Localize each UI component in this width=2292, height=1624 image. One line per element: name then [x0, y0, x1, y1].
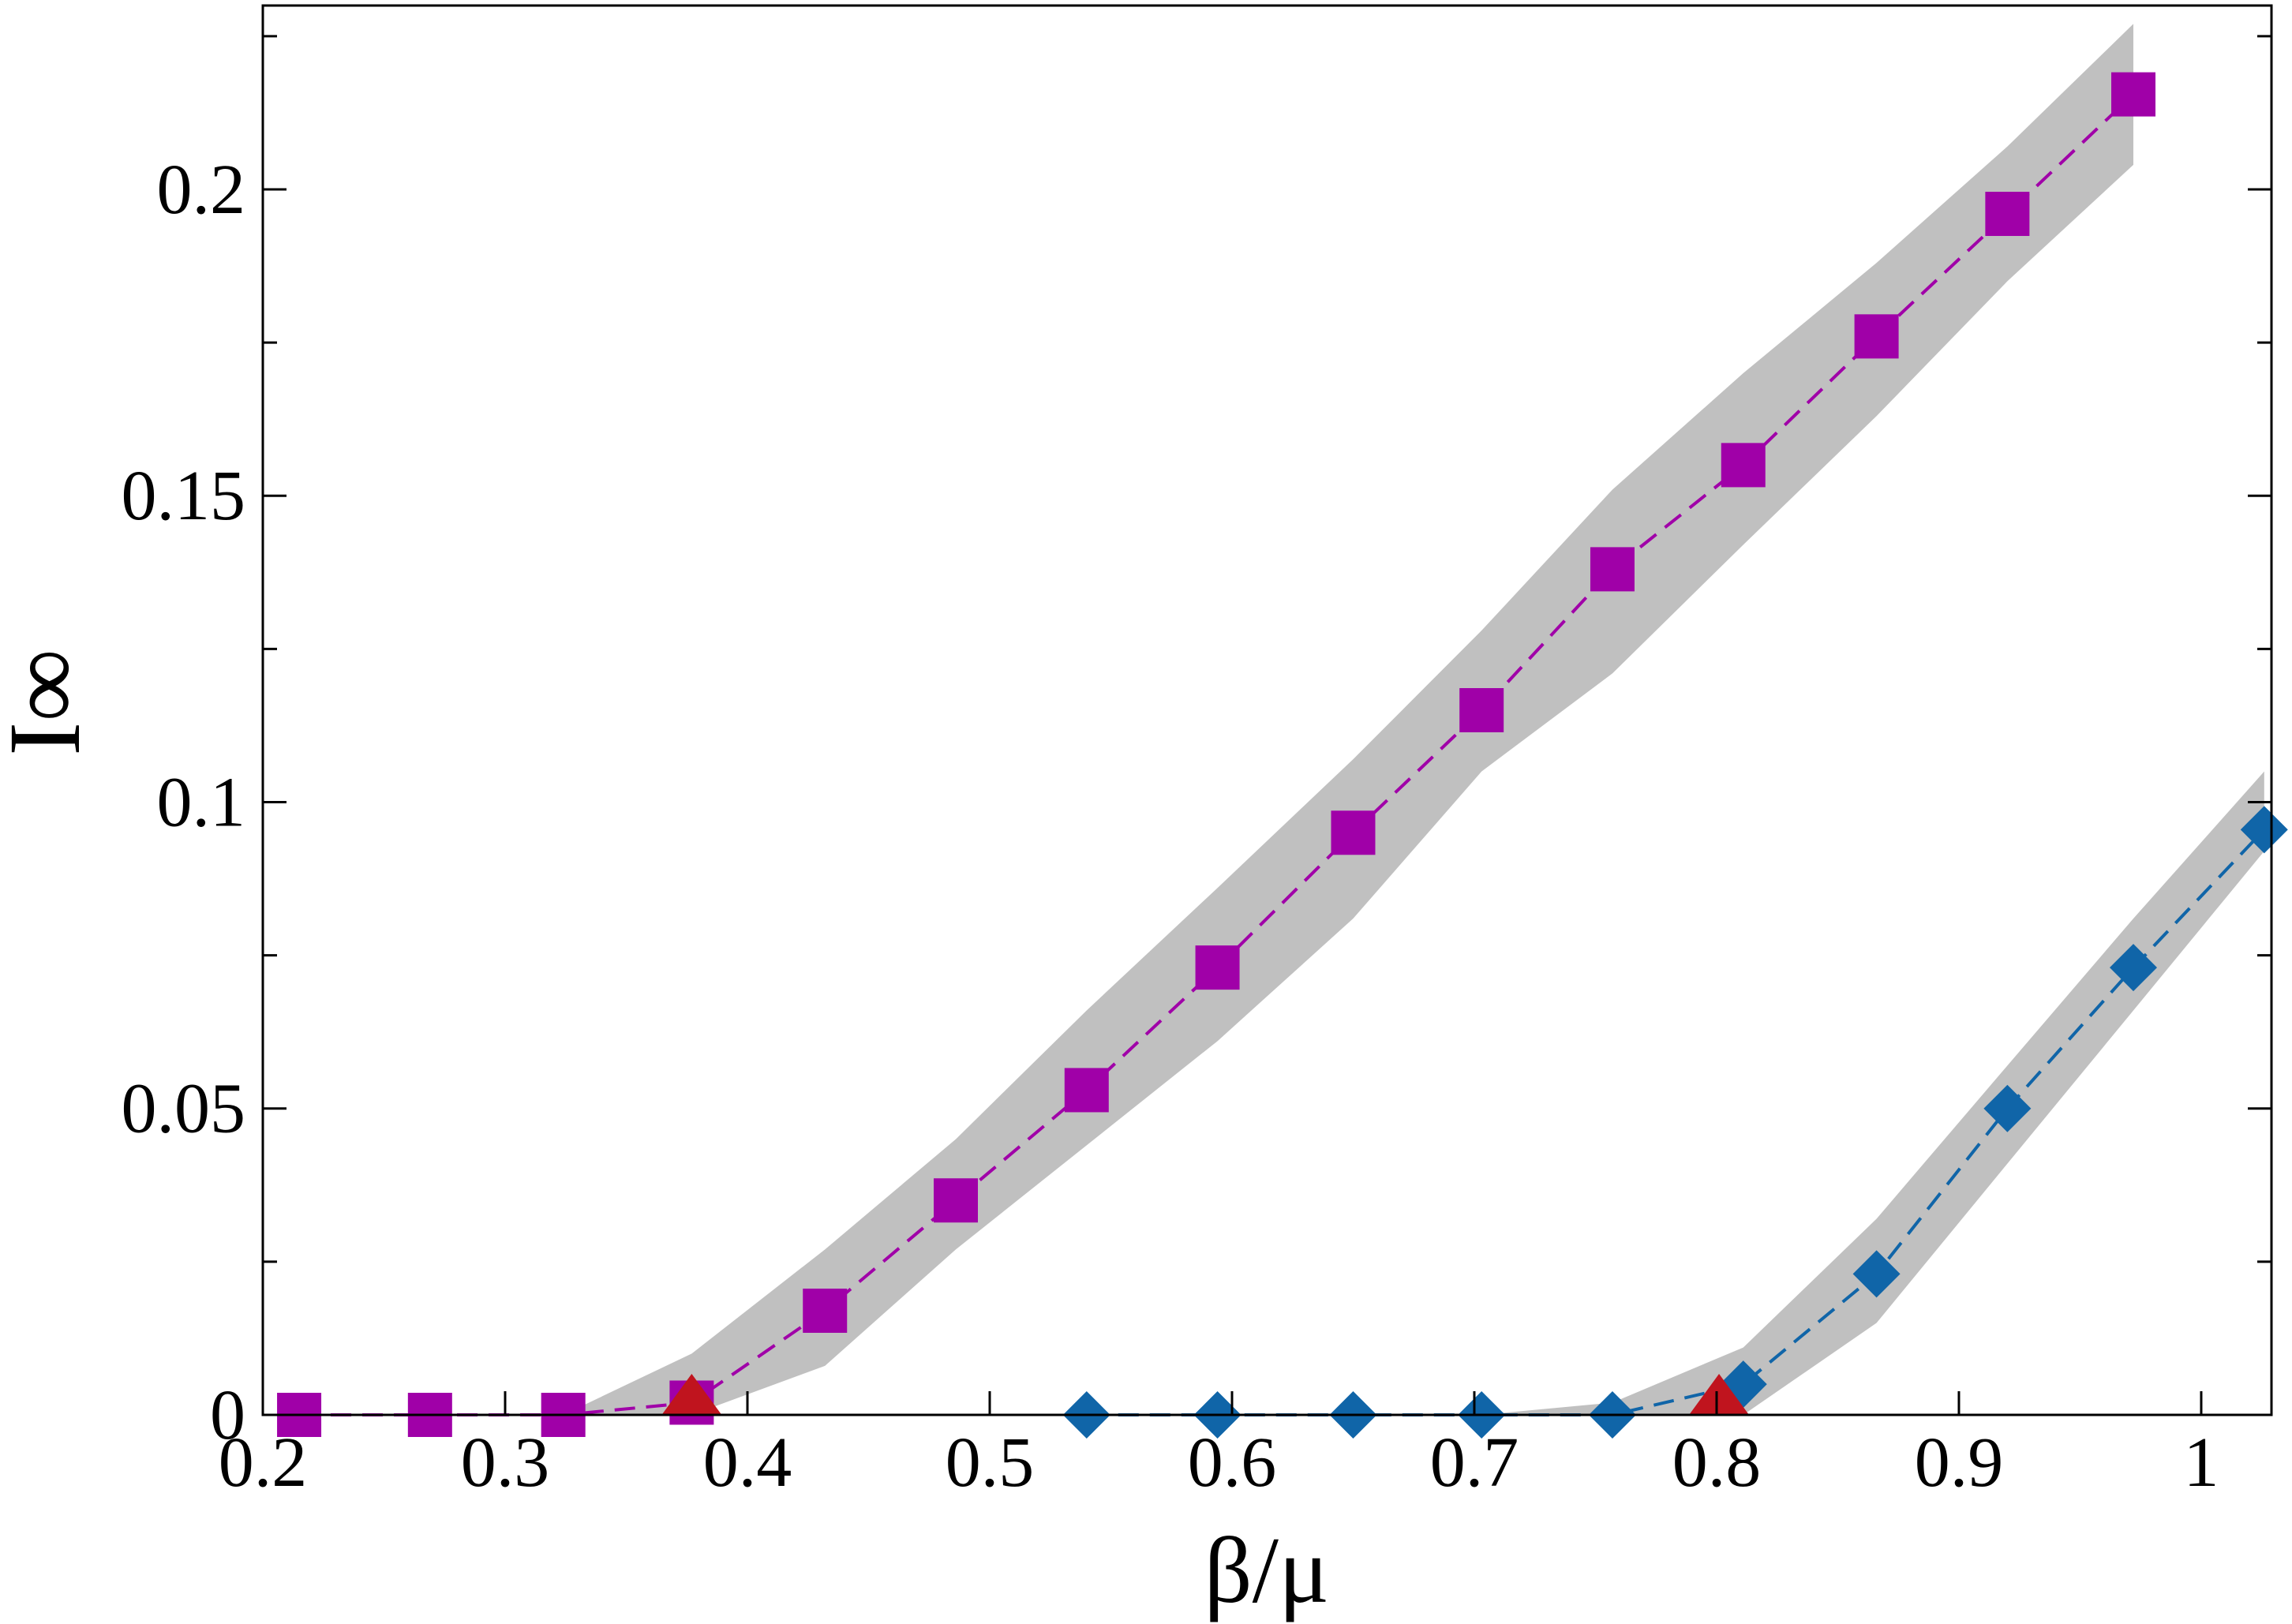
- diamond-marker: [2240, 806, 2288, 854]
- square-marker: [1064, 1068, 1109, 1113]
- x-tick-label: 0.8: [1672, 1424, 1762, 1502]
- square-marker: [2111, 72, 2156, 117]
- x-axis-label: β/μ: [1204, 1517, 1330, 1622]
- square-marker: [1195, 945, 1240, 990]
- y-tick-label: 0.15: [122, 457, 246, 535]
- square-marker: [1721, 443, 1766, 488]
- x-tick-label: 0.5: [946, 1424, 1035, 1502]
- diamond-marker: [1983, 1084, 2032, 1132]
- y-tick-label: 0.1: [157, 763, 246, 841]
- plot-frame: [261, 4, 2273, 1416]
- y-axis-label: I∞: [0, 649, 102, 756]
- triangle-marker: [661, 1374, 722, 1415]
- x-tick-label: 0.3: [461, 1424, 550, 1502]
- x-tick-label: 1: [2183, 1424, 2219, 1502]
- diamond-marker: [1852, 1250, 1901, 1298]
- square-marker: [803, 1288, 848, 1333]
- square-marker: [1459, 688, 1504, 732]
- y-tick-label: 0: [210, 1376, 245, 1454]
- x-tick-label: 0.2: [219, 1424, 308, 1502]
- square-marker: [934, 1178, 979, 1223]
- x-tick-label: 0.7: [1430, 1424, 1519, 1502]
- triangle-marker: [1689, 1374, 1750, 1415]
- diamond-marker: [2110, 944, 2158, 992]
- confidence-band: [1086, 771, 2264, 1415]
- x-tick-label: 0.9: [1915, 1424, 2004, 1502]
- square-marker: [1331, 810, 1376, 855]
- square-marker: [1590, 547, 1635, 592]
- x-tick-label: 0.4: [703, 1424, 792, 1502]
- confidence-band: [299, 24, 2134, 1415]
- x-tick-label: 0.6: [1188, 1424, 1277, 1502]
- square-marker: [1854, 314, 1899, 359]
- square-marker: [1985, 192, 2030, 237]
- y-tick-label: 0.2: [157, 151, 246, 229]
- y-tick-label: 0.05: [122, 1070, 246, 1148]
